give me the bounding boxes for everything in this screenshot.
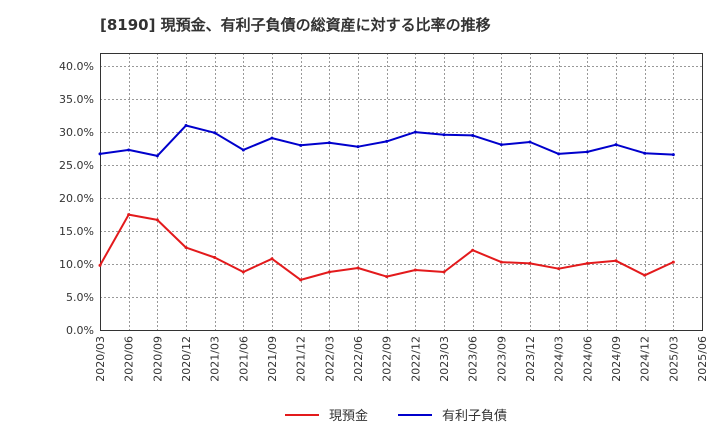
data-point xyxy=(614,143,618,147)
x-tick-label: 2022/12 xyxy=(409,336,422,382)
y-tick-label: 40.0% xyxy=(59,60,94,73)
data-point xyxy=(299,278,303,282)
x-tick-label: 2021/03 xyxy=(209,336,222,382)
data-point xyxy=(385,139,389,143)
data-point xyxy=(98,152,102,156)
data-point xyxy=(213,131,217,135)
data-point xyxy=(528,261,532,265)
y-axis-ticks: 0.0% 5.0% 10.0% 15.0% 20.0% 25.0% 30.0% 35.0% 40… xyxy=(59,60,94,337)
data-point xyxy=(643,151,647,155)
data-point xyxy=(155,218,159,222)
x-tick-label: 2023/03 xyxy=(438,336,451,382)
data-point xyxy=(614,259,618,263)
data-point xyxy=(471,248,475,252)
x-tick-label: 2024/03 xyxy=(553,336,566,382)
x-tick-label: 2024/09 xyxy=(610,336,623,382)
data-point xyxy=(385,275,389,279)
y-tick-label: 20.0% xyxy=(59,192,94,205)
x-tick-label: 2021/06 xyxy=(237,336,250,382)
data-point xyxy=(127,213,131,217)
x-axis-ticks: 2020/03 2020/06 2020/09 2020/12 2021/03 2021/… xyxy=(94,336,709,382)
data-point xyxy=(671,260,675,264)
data-point xyxy=(127,148,131,152)
data-point xyxy=(499,143,503,147)
data-point xyxy=(471,133,475,137)
data-point xyxy=(499,260,503,264)
data-point xyxy=(327,270,331,274)
legend-label: 現預金 xyxy=(329,408,368,424)
y-tick-label: 5.0% xyxy=(66,291,94,304)
x-tick-label: 2022/03 xyxy=(323,336,336,382)
y-tick-label: 0.0% xyxy=(66,324,94,337)
x-tick-label: 2022/09 xyxy=(381,336,394,382)
data-point xyxy=(184,246,188,250)
y-tick-label: 10.0% xyxy=(59,258,94,271)
data-point xyxy=(155,154,159,158)
series-lines xyxy=(98,124,675,282)
x-tick-label: 2025/06 xyxy=(696,336,709,382)
grid-lines xyxy=(100,53,703,331)
x-tick-label: 2024/12 xyxy=(639,336,652,382)
data-point xyxy=(442,270,446,274)
x-tick-label: 2023/12 xyxy=(524,336,537,382)
x-tick-label: 2020/12 xyxy=(180,336,193,382)
data-point xyxy=(184,124,188,128)
data-point xyxy=(270,136,274,140)
x-tick-label: 2023/09 xyxy=(495,336,508,382)
x-tick-label: 2024/06 xyxy=(581,336,594,382)
data-point xyxy=(413,130,417,134)
plot-area-frame xyxy=(100,53,703,331)
data-point xyxy=(413,268,417,272)
x-tick-label: 2021/09 xyxy=(266,336,279,382)
x-tick-label: 2021/12 xyxy=(295,336,308,382)
data-point xyxy=(528,140,532,144)
x-tick-label: 2022/06 xyxy=(352,336,365,382)
y-tick-label: 25.0% xyxy=(59,159,94,172)
data-point xyxy=(442,133,446,137)
legend-label: 有利子負債 xyxy=(442,409,507,424)
data-point xyxy=(356,266,360,270)
data-point xyxy=(299,143,303,147)
data-point xyxy=(557,267,561,271)
data-point xyxy=(241,270,245,274)
y-tick-label: 15.0% xyxy=(59,225,94,238)
x-tick-label: 2025/03 xyxy=(667,336,680,382)
data-point xyxy=(98,263,102,267)
data-point xyxy=(213,255,217,259)
x-tick-label: 2020/03 xyxy=(94,336,107,382)
data-point xyxy=(557,152,561,156)
x-tick-label: 2020/06 xyxy=(123,336,136,382)
legend: 現預金 有利子負債 xyxy=(285,408,507,424)
data-point xyxy=(585,150,589,154)
data-point xyxy=(270,257,274,261)
x-tick-label: 2020/09 xyxy=(151,336,164,382)
data-point xyxy=(671,153,675,157)
y-tick-label: 30.0% xyxy=(59,126,94,139)
data-point xyxy=(356,145,360,149)
data-point xyxy=(327,141,331,145)
data-point xyxy=(241,148,245,152)
data-point xyxy=(643,273,647,277)
y-tick-label: 35.0% xyxy=(59,93,94,106)
data-point xyxy=(585,261,589,265)
x-tick-label: 2023/06 xyxy=(467,336,480,382)
chart-title: [8190] 現預金、有利子負債の総資産に対する比率の推移 xyxy=(100,16,491,34)
